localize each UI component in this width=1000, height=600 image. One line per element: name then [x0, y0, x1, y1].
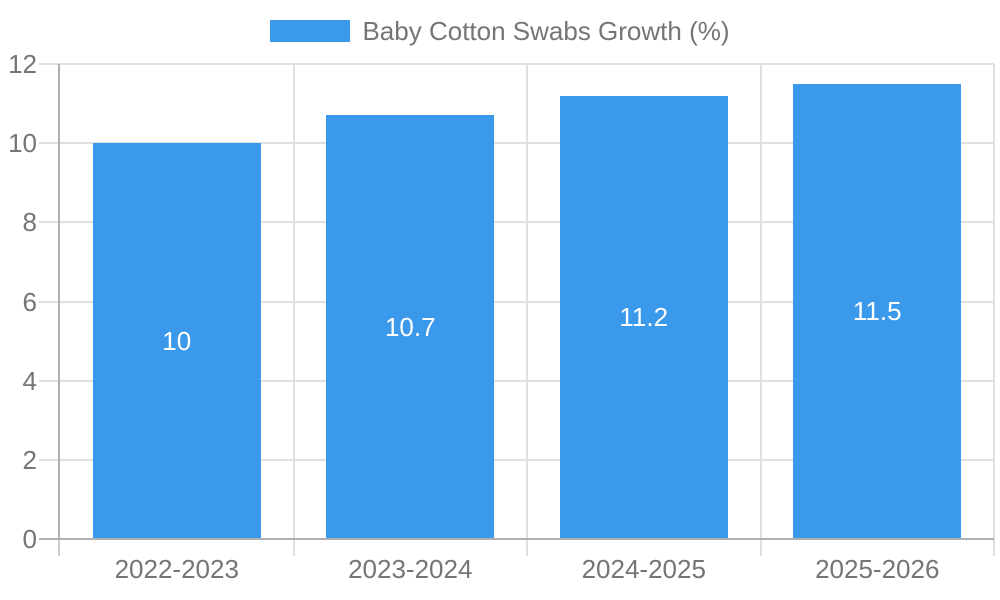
x-tick-label: 2023-2024 [348, 554, 473, 584]
bar-2024-2025: 11.2 [559, 95, 728, 539]
gridline-y-4 [39, 379, 994, 382]
bar-2025-2026: 11.5 [793, 83, 962, 539]
bar-value-label: 11.5 [852, 296, 902, 327]
legend: Baby Cotton Swabs Growth (%) [0, 18, 1000, 44]
y-axis-line [58, 64, 60, 540]
gridline-x-boundary [759, 64, 762, 556]
y-tick-label: 6 [22, 286, 37, 317]
y-tick-label: 0 [22, 524, 37, 554]
x-axis-line [39, 538, 994, 540]
y-tick-label: 12 [8, 49, 37, 79]
y-tick-label: 10 [8, 128, 37, 159]
bar-2022-2023: 10 [92, 143, 261, 539]
gridline-x-boundary [292, 64, 295, 556]
gridline-y-10 [39, 142, 994, 145]
y-axis-below-tick [58, 540, 60, 556]
bar-2023-2024: 10.7 [326, 115, 495, 539]
x-tick-label: 2025-2026 [815, 554, 940, 584]
gridline-x-boundary [526, 64, 528, 556]
x-tick-label: 2024-2025 [581, 554, 706, 584]
gridline-y-12 [39, 63, 994, 65]
bar-value-label: 11.2 [619, 302, 669, 333]
gridline-y-6 [39, 300, 994, 303]
gridline-y-2 [39, 458, 994, 461]
y-tick-label: 2 [22, 444, 37, 475]
y-tick-label: 8 [22, 207, 37, 238]
gridline-x-boundary [993, 64, 995, 556]
legend-label: Baby Cotton Swabs Growth (%) [362, 16, 730, 46]
bar-value-label: 10.7 [384, 312, 436, 343]
gridline-y-8 [39, 221, 994, 224]
legend-swatch [270, 20, 351, 42]
x-tick-label: 2022-2023 [114, 554, 239, 584]
bar-value-label: 10 [162, 326, 192, 357]
y-tick-label: 4 [22, 365, 37, 396]
